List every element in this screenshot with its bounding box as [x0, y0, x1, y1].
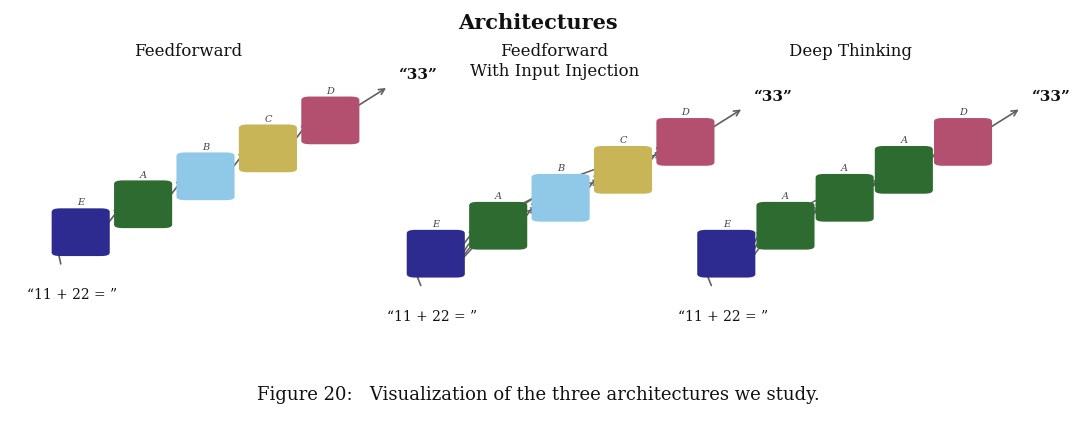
FancyBboxPatch shape	[301, 97, 359, 144]
FancyBboxPatch shape	[756, 202, 815, 249]
Text: Feedforward
With Input Injection: Feedforward With Input Injection	[469, 43, 639, 80]
FancyBboxPatch shape	[875, 146, 933, 194]
Text: Architectures: Architectures	[458, 13, 618, 33]
Text: “11 + 22 = ”: “11 + 22 = ”	[27, 288, 117, 302]
FancyBboxPatch shape	[656, 118, 714, 166]
Text: A: A	[782, 192, 789, 201]
Text: “11 + 22 = ”: “11 + 22 = ”	[387, 310, 478, 324]
FancyBboxPatch shape	[407, 230, 465, 278]
Text: D: D	[959, 108, 967, 117]
Text: A: A	[140, 171, 146, 180]
FancyBboxPatch shape	[594, 146, 652, 194]
FancyBboxPatch shape	[532, 174, 590, 222]
Text: D: D	[681, 108, 690, 117]
Text: E: E	[77, 199, 84, 207]
Text: B: B	[202, 143, 209, 152]
Text: E: E	[433, 220, 439, 229]
Text: “11 + 22 = ”: “11 + 22 = ”	[678, 310, 768, 324]
Text: A: A	[495, 192, 501, 201]
Text: Deep Thinking: Deep Thinking	[789, 43, 911, 60]
FancyBboxPatch shape	[934, 118, 992, 166]
Text: Figure 20:   Visualization of the three architectures we study.: Figure 20: Visualization of the three ar…	[256, 386, 820, 404]
Text: “33”: “33”	[399, 68, 438, 82]
Text: B: B	[557, 164, 564, 173]
Text: “33”: “33”	[1032, 90, 1071, 104]
FancyBboxPatch shape	[176, 152, 235, 200]
Text: C: C	[620, 136, 626, 145]
Text: A: A	[901, 136, 907, 145]
FancyBboxPatch shape	[697, 230, 755, 278]
FancyBboxPatch shape	[816, 174, 874, 222]
FancyBboxPatch shape	[469, 202, 527, 249]
Text: “33”: “33”	[754, 90, 793, 104]
Text: D: D	[326, 87, 335, 96]
FancyBboxPatch shape	[239, 125, 297, 172]
FancyBboxPatch shape	[52, 208, 110, 256]
Text: C: C	[265, 115, 271, 124]
Text: A: A	[841, 164, 848, 173]
FancyBboxPatch shape	[114, 181, 172, 228]
Text: Feedforward: Feedforward	[134, 43, 242, 60]
Text: E: E	[723, 220, 730, 229]
